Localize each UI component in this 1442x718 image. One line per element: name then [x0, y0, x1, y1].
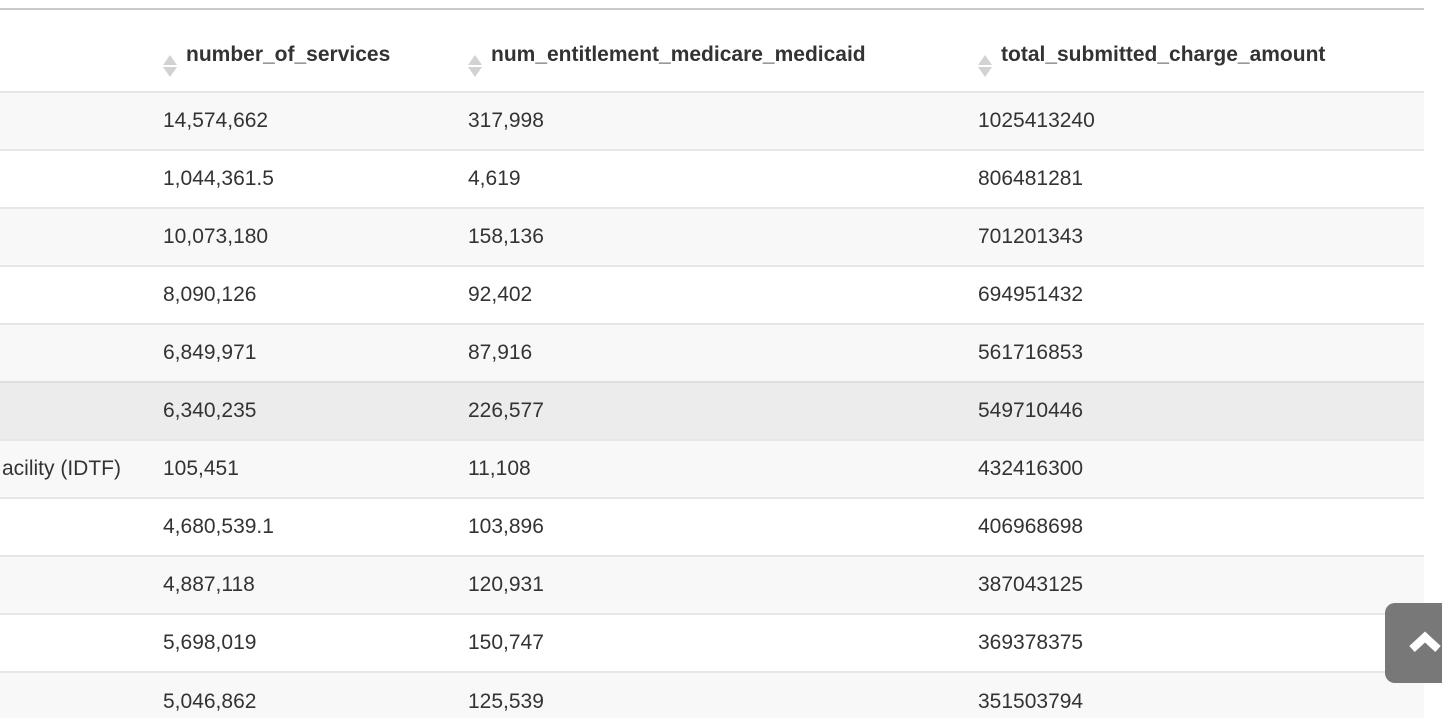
cell-num-entitlement-medicare-medicaid: 4,619 — [455, 149, 965, 208]
sort-icon[interactable] — [163, 55, 177, 77]
cell-total-submitted-charge-amount: 694951432 — [965, 265, 1424, 324]
cell-total-submitted-charge-amount: 406968698 — [965, 497, 1424, 556]
column-header-number-of-services[interactable]: number_of_services — [150, 10, 455, 92]
cell-num-entitlement-medicare-medicaid: 103,896 — [455, 497, 965, 556]
row-label-cell — [0, 91, 150, 150]
cell-number-of-services: 8,090,126 — [150, 265, 455, 324]
cell-number-of-services: 1,044,361.5 — [150, 149, 455, 208]
cell-number-of-services: 5,698,019 — [150, 613, 455, 672]
column-header-label: total_submitted_charge_amount — [1001, 43, 1326, 66]
sort-icon[interactable] — [468, 55, 482, 77]
cell-num-entitlement-medicare-medicaid: 150,747 — [455, 613, 965, 672]
row-label-cell — [0, 671, 150, 718]
row-label-cell — [0, 265, 150, 324]
cell-total-submitted-charge-amount: 387043125 — [965, 555, 1424, 614]
row-label-cell — [0, 555, 150, 614]
row-label-cell — [0, 381, 150, 440]
header-row: number_of_services num_entitlement_medic… — [0, 10, 1424, 92]
table-row[interactable]: 4,680,539.1 103,896 406968698 — [0, 497, 1424, 556]
cell-number-of-services: 10,073,180 — [150, 207, 455, 266]
table-row[interactable]: 5,698,019 150,747 369378375 — [0, 613, 1424, 672]
table-row[interactable]: 4,887,118 120,931 387043125 — [0, 555, 1424, 614]
table-row[interactable]: 14,574,662 317,998 1025413240 — [0, 91, 1424, 150]
row-label-cell — [0, 149, 150, 208]
cell-number-of-services: 105,451 — [150, 439, 455, 498]
cell-num-entitlement-medicare-medicaid: 226,577 — [455, 381, 965, 440]
table-row[interactable]: 5,046,862 125,539 351503794 — [0, 671, 1424, 718]
row-label-cell — [0, 207, 150, 266]
cell-total-submitted-charge-amount: 351503794 — [965, 671, 1424, 718]
column-header-label: num_entitlement_medicare_medicaid — [491, 43, 866, 66]
cell-total-submitted-charge-amount: 806481281 — [965, 149, 1424, 208]
table-body: 14,574,662 317,998 1025413240 1,044,361.… — [0, 91, 1424, 718]
row-label-cell: acility (IDTF) — [0, 439, 150, 498]
cell-number-of-services: 6,340,235 — [150, 381, 455, 440]
table-container: number_of_services num_entitlement_medic… — [0, 8, 1424, 718]
cell-num-entitlement-medicare-medicaid: 158,136 — [455, 207, 965, 266]
cell-number-of-services: 4,887,118 — [150, 555, 455, 614]
row-label-cell — [0, 497, 150, 556]
table-row[interactable]: 8,090,126 92,402 694951432 — [0, 265, 1424, 324]
cell-total-submitted-charge-amount: 561716853 — [965, 323, 1424, 382]
cell-number-of-services: 14,574,662 — [150, 91, 455, 150]
cell-num-entitlement-medicare-medicaid: 317,998 — [455, 91, 965, 150]
scroll-to-top-button[interactable] — [1385, 603, 1442, 683]
cell-num-entitlement-medicare-medicaid: 11,108 — [455, 439, 965, 498]
cell-num-entitlement-medicare-medicaid: 92,402 — [455, 265, 965, 324]
cell-number-of-services: 5,046,862 — [150, 671, 455, 718]
cell-total-submitted-charge-amount: 369378375 — [965, 613, 1424, 672]
column-header-row-label — [0, 10, 150, 92]
cell-total-submitted-charge-amount: 549710446 — [965, 381, 1424, 440]
table-row[interactable]: 6,340,235 226,577 549710446 — [0, 381, 1424, 440]
cell-total-submitted-charge-amount: 432416300 — [965, 439, 1424, 498]
cell-number-of-services: 4,680,539.1 — [150, 497, 455, 556]
column-header-label: number_of_services — [186, 43, 391, 66]
cell-total-submitted-charge-amount: 701201343 — [965, 207, 1424, 266]
cell-num-entitlement-medicare-medicaid: 120,931 — [455, 555, 965, 614]
table-row[interactable]: acility (IDTF) 105,451 11,108 432416300 — [0, 439, 1424, 498]
table-row[interactable]: 6,849,971 87,916 561716853 — [0, 323, 1424, 382]
cell-num-entitlement-medicare-medicaid: 125,539 — [455, 671, 965, 718]
table-header: number_of_services num_entitlement_medic… — [0, 10, 1424, 92]
column-header-total-submitted-charge-amount[interactable]: total_submitted_charge_amount — [965, 10, 1424, 92]
data-table: number_of_services num_entitlement_medic… — [0, 10, 1424, 718]
row-label-cell — [0, 323, 150, 382]
cell-number-of-services: 6,849,971 — [150, 323, 455, 382]
table-row[interactable]: 1,044,361.5 4,619 806481281 — [0, 149, 1424, 208]
column-header-num-entitlement-medicare-medicaid[interactable]: num_entitlement_medicare_medicaid — [455, 10, 965, 92]
row-label-cell — [0, 613, 150, 672]
chevron-up-icon — [1409, 631, 1441, 652]
sort-icon[interactable] — [978, 55, 992, 77]
cell-num-entitlement-medicare-medicaid: 87,916 — [455, 323, 965, 382]
table-row[interactable]: 10,073,180 158,136 701201343 — [0, 207, 1424, 266]
cell-total-submitted-charge-amount: 1025413240 — [965, 91, 1424, 150]
